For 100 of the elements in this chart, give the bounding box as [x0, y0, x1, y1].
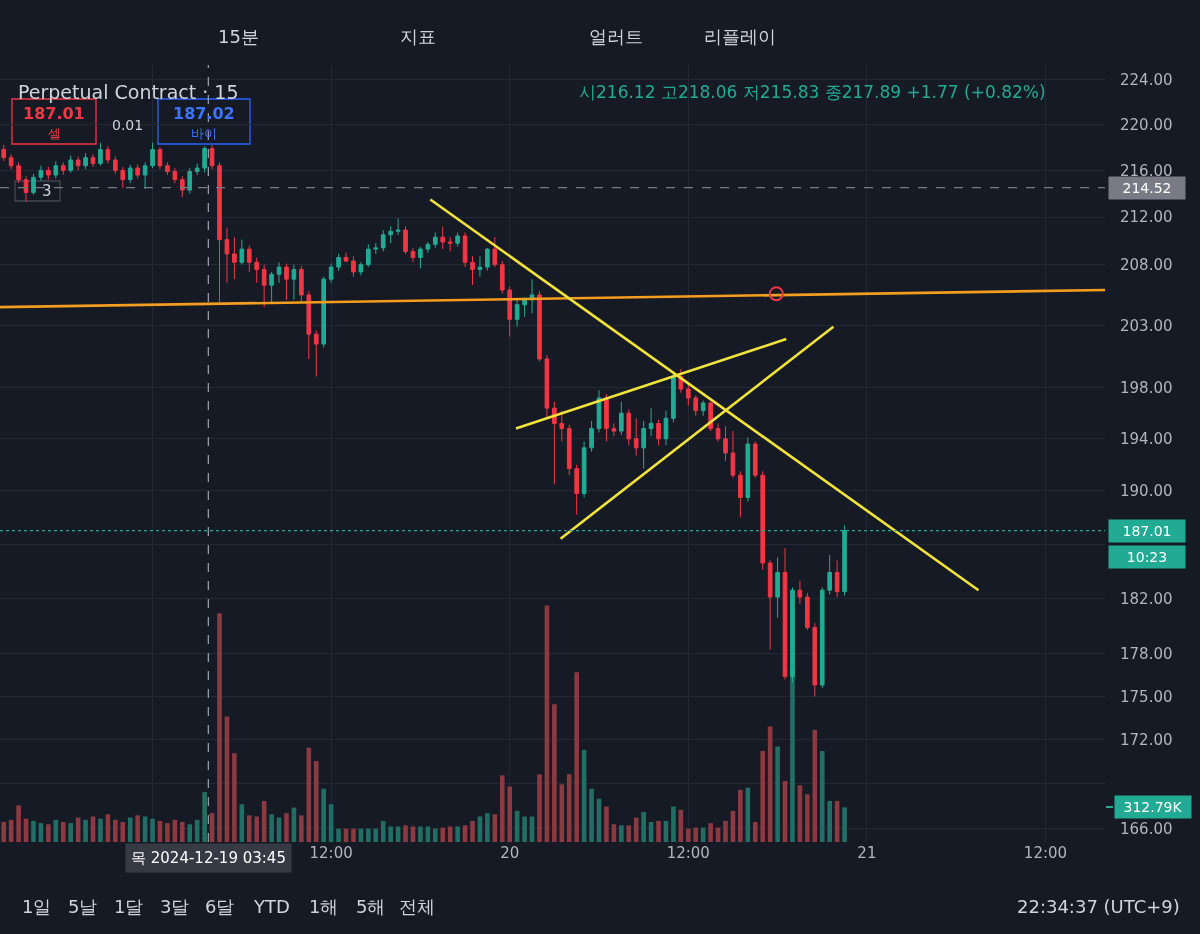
text: 전체	[399, 896, 435, 917]
candlestick	[663, 410, 669, 446]
candlestick	[693, 394, 699, 417]
candlestick	[738, 470, 743, 518]
candlestick	[470, 255, 475, 286]
text: 지표	[400, 26, 436, 47]
candlestick	[261, 264, 267, 308]
annotation: 187.02	[173, 104, 235, 123]
candlestick	[522, 296, 527, 318]
candlestick	[648, 407, 654, 437]
candlestick	[254, 256, 260, 284]
annotation: 셀	[48, 126, 61, 141]
candlestick	[306, 290, 312, 360]
text: 얼러트	[589, 26, 643, 47]
candlestick	[507, 285, 513, 338]
annotation: 187.01	[23, 104, 85, 123]
candlestick	[336, 253, 341, 272]
candlestick	[291, 264, 297, 301]
y2-tick-label: 312.79K	[1123, 799, 1183, 815]
candlestick	[172, 167, 178, 184]
candlestick	[113, 156, 118, 175]
candlestick	[373, 242, 379, 255]
x-tick-label: 21	[857, 844, 877, 862]
candlestick	[537, 290, 542, 362]
candlestick	[224, 227, 230, 284]
candlestick	[1, 144, 7, 162]
candlestick	[715, 422, 721, 442]
text: Perpetual Contract · 15	[18, 80, 239, 103]
text: 1해	[309, 896, 339, 917]
candlestick	[819, 586, 825, 689]
candlestick	[611, 422, 617, 437]
candlestick	[745, 437, 751, 502]
candlestick	[246, 245, 252, 273]
candlestick	[157, 146, 163, 170]
candlestick	[700, 399, 706, 417]
y-tick-label: 212.00	[1120, 208, 1173, 227]
candlestick	[135, 164, 140, 179]
candlestick	[98, 142, 103, 167]
candlestick	[410, 247, 416, 263]
candlestick	[589, 420, 594, 453]
candlestick	[31, 173, 36, 196]
candlestick	[269, 271, 274, 303]
candlestick	[202, 145, 207, 174]
y-tick-label: 220.00	[1120, 115, 1173, 134]
candlestick	[142, 161, 148, 190]
candlestick	[90, 153, 96, 168]
annotation: 0.01	[112, 117, 144, 133]
candlestick	[581, 440, 587, 498]
candlestick	[105, 145, 111, 164]
y-tick-label: 194.00	[1120, 430, 1173, 449]
candlestick	[366, 243, 371, 268]
candlestick	[23, 175, 29, 203]
text: 6달	[205, 896, 235, 917]
y-tick-label: 172.00	[1120, 730, 1173, 749]
candlestick	[462, 231, 468, 268]
candlestick	[596, 389, 602, 433]
y-tick-label: 208.00	[1120, 255, 1173, 274]
candlestick	[477, 255, 483, 278]
candlestick	[232, 236, 237, 280]
candlestick	[165, 161, 170, 176]
text: 리플레이	[704, 26, 776, 47]
candlestick	[276, 261, 282, 284]
candlestick	[343, 252, 349, 263]
candlestick	[440, 226, 446, 250]
text: 1일	[22, 896, 52, 917]
candlestick	[127, 164, 133, 184]
x-tick-label: 12:00	[1023, 844, 1068, 862]
candlestick	[604, 393, 609, 442]
candlestick	[239, 239, 245, 266]
candlestick	[60, 161, 66, 176]
y-tick-label: 216.00	[1120, 161, 1173, 180]
candlestick	[447, 236, 453, 252]
candlestick	[514, 299, 520, 328]
candlestick	[16, 161, 21, 184]
ref-line-label: 214.52	[1122, 180, 1172, 196]
candlestick	[120, 166, 126, 189]
ref-line-label: 목 2024-12-19 03:45	[131, 849, 286, 867]
text: 5날	[68, 896, 98, 917]
candlestick	[730, 430, 736, 479]
candlestick	[194, 162, 200, 176]
candlestick	[574, 464, 580, 516]
candlestick	[83, 152, 88, 170]
candlestick	[485, 247, 490, 272]
candlestick	[492, 236, 498, 268]
candlestick	[187, 167, 193, 195]
candlestick	[351, 255, 356, 278]
ref-line-label: 187.01	[1122, 523, 1172, 539]
text: 15분	[218, 26, 259, 47]
candlestick	[8, 153, 14, 170]
text: 22:34:37 (UTC+9)	[1017, 896, 1180, 917]
candlestick	[284, 262, 289, 301]
candlestick	[209, 144, 215, 170]
candlestick	[656, 419, 661, 446]
candlestick	[552, 401, 557, 485]
text: 1달	[114, 896, 144, 917]
candlestick	[812, 622, 818, 697]
y-tick-label: 182.00	[1120, 589, 1173, 608]
candlestick	[388, 226, 393, 244]
candlestick	[559, 410, 565, 442]
y-tick-label: 166.00	[1120, 819, 1173, 838]
